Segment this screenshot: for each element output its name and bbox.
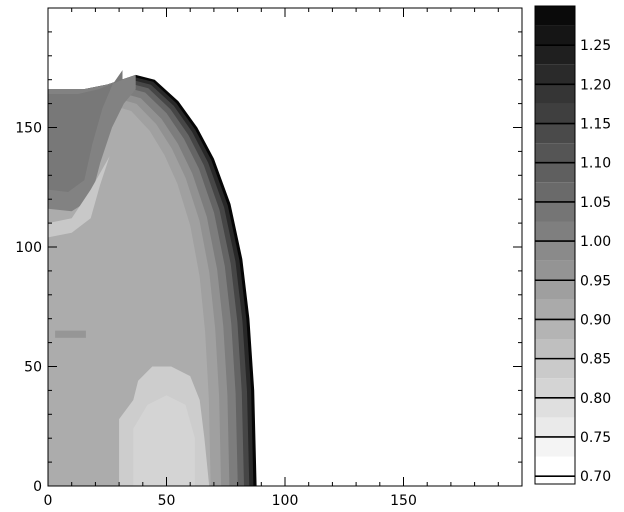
plot-area: 0 50 100 150 0 50 100 150 bbox=[15, 7, 523, 509]
colorbar-swatch bbox=[535, 162, 575, 183]
colorbar-swatch bbox=[535, 45, 575, 65]
colorbar-tick-label: 1.10 bbox=[580, 156, 611, 172]
colorbar-tick-label: 0.75 bbox=[580, 430, 611, 446]
colorbar-tick-label: 1.05 bbox=[580, 195, 611, 211]
colorbar-tick-label: 0.80 bbox=[580, 391, 611, 407]
colorbar-swatch bbox=[535, 103, 575, 124]
heatmap-field bbox=[48, 70, 257, 486]
heatmap-streak bbox=[55, 330, 86, 338]
heatmap-light-pocket-core bbox=[133, 395, 195, 486]
y-tick-label: 0 bbox=[33, 479, 42, 495]
colorbar-swatch bbox=[535, 241, 575, 261]
heatmap-upper-lobe-core bbox=[48, 70, 123, 192]
colorbar-frame bbox=[534, 5, 576, 485]
heatmap-light-rim bbox=[48, 156, 110, 238]
colorbar-swatch bbox=[535, 358, 575, 379]
y-tick-label: 100 bbox=[15, 240, 42, 256]
y-axis: 0 50 100 150 bbox=[15, 7, 522, 495]
colorbar-swatch bbox=[535, 260, 575, 281]
colorbar-swatch bbox=[535, 397, 575, 418]
x-axis: 0 50 100 150 bbox=[44, 8, 523, 509]
colorbar-tick-label: 0.85 bbox=[580, 352, 611, 368]
colorbar-tick-label: 1.15 bbox=[580, 117, 611, 133]
colorbar-swatch bbox=[535, 84, 575, 104]
colorbar-tick-label: 0.70 bbox=[580, 469, 611, 485]
x-tick-label: 100 bbox=[272, 493, 299, 509]
colorbar-swatch bbox=[535, 143, 575, 163]
colorbar-tick-label: 1.00 bbox=[580, 234, 611, 250]
colorbar-tick-label: 1.25 bbox=[580, 38, 611, 54]
colorbar-swatch bbox=[535, 339, 575, 359]
colorbar-swatch bbox=[535, 319, 575, 340]
colorbar-swatch bbox=[535, 25, 575, 46]
colorbar-swatch bbox=[535, 123, 575, 144]
x-tick-label: 150 bbox=[390, 493, 417, 509]
colorbar-swatch bbox=[535, 6, 575, 26]
colorbar-tick-label: 1.20 bbox=[580, 77, 611, 93]
colorbar-swatch bbox=[535, 64, 575, 85]
colorbar-swatch bbox=[535, 417, 575, 437]
colorbar-swatch bbox=[535, 299, 575, 320]
colorbar-swatch bbox=[535, 201, 575, 222]
colorbar-tick-label: 0.95 bbox=[580, 273, 611, 289]
colorbar-swatch bbox=[535, 221, 575, 242]
colorbar-swatch bbox=[535, 378, 575, 398]
colorbar-tick-label: 0.90 bbox=[580, 312, 611, 328]
colorbar-swatch bbox=[535, 456, 575, 484]
colorbar-swatch bbox=[535, 280, 575, 300]
x-tick-label: 0 bbox=[44, 493, 53, 509]
y-tick-label: 50 bbox=[24, 360, 42, 376]
colorbar-swatch bbox=[535, 182, 575, 202]
y-tick-label: 150 bbox=[15, 121, 42, 137]
x-tick-label: 50 bbox=[158, 493, 176, 509]
colorbar-swatch bbox=[535, 436, 575, 457]
colorbar: 0.70 0.75 0.80 0.85 0.90 0.95 1.00 1.05 1.10 1.15… bbox=[534, 5, 611, 485]
